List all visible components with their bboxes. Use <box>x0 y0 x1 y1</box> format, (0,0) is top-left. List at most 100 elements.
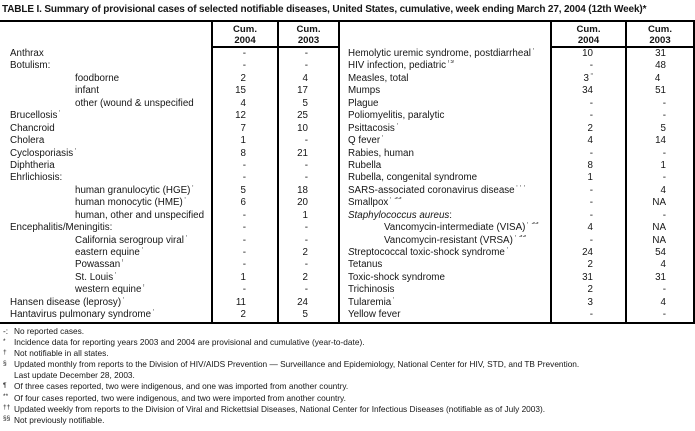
cum-2003-value: 25 <box>277 110 340 123</box>
disease-label: Ehrlichiosis: <box>10 172 63 184</box>
cum-2004-value: 24 <box>550 247 625 260</box>
disease-label: Hansen disease (leprosy)† <box>10 296 125 308</box>
disease-label: Diphtheria <box>10 159 55 171</box>
header-cum-label: Cum. <box>296 24 321 35</box>
cum-2003-value: - <box>625 110 695 123</box>
cum-2004-value: - <box>211 259 277 272</box>
disease-label: HIV infection, pediatric†§ <box>348 60 454 72</box>
disease-label: Smallpox† §§ <box>348 197 402 209</box>
table-header-right: Cum. 2004 Cum. 2003 <box>340 22 695 48</box>
cum-2003-value: 5 <box>277 97 340 111</box>
header-cum-2003: Cum. 2003 <box>625 22 695 48</box>
table-row: Q fever† 414 <box>340 135 695 148</box>
table-header-left: Cum. 2004 Cum. 2003 <box>0 22 340 48</box>
cum-2004-value: 3 <box>550 296 625 310</box>
cum-2004-value: - <box>550 60 625 73</box>
cum-2004-value: 8 <box>211 147 277 160</box>
table-row: Staphylococcus aureus: - - <box>340 209 695 223</box>
table-row: Plague - - <box>340 97 695 111</box>
table-row: Powassan† -- <box>0 259 340 272</box>
cum-2003-value: 18 <box>277 184 340 198</box>
table-row: Botulism: - - <box>0 60 340 73</box>
table-row: infant 15 17 <box>0 85 340 98</box>
footnote-text: No reported cases. <box>14 326 85 336</box>
table-row: SARS-associated coronavirus disease††† -4 <box>340 184 695 198</box>
table-row: other (wound & unspecified 4 5 <box>0 97 340 111</box>
table-row: Cholera 1- <box>0 135 340 148</box>
footnote-line: * Incidence data for reporting years 2003… <box>2 337 694 348</box>
table-row: western equine† -- <box>0 284 340 297</box>
cum-2003-value: 4 <box>277 72 340 86</box>
cum-2004-value: - <box>211 247 277 260</box>
table-row: St. Louis† 12 <box>0 271 340 285</box>
footnote-line: § Updated monthly from reports to the Div… <box>2 359 694 370</box>
disease-label: Vancomycin-intermediate (VISA)† §§ <box>384 222 539 234</box>
cum-2004-value: - <box>550 97 625 111</box>
cum-2003-value: NA <box>625 222 695 235</box>
cum-2004-value: 11 <box>211 296 277 310</box>
cum-2004-value: - <box>211 172 277 185</box>
table-row: Hemolytic uremic syndrome, postdiarrheal… <box>340 48 695 61</box>
disease-label: St. Louis† <box>75 271 117 283</box>
cum-2003-value: 24 <box>277 296 340 310</box>
disease-label: Yellow fever <box>348 309 401 321</box>
page-title: TABLE I. Summary of provisional cases of… <box>2 4 647 15</box>
cum-2003-value: 14 <box>625 135 695 148</box>
footnote-marker: -: <box>3 326 9 336</box>
cum-2004-value: - <box>550 110 625 123</box>
disease-label: Trichinosis <box>348 284 395 296</box>
cum-2003-value: 4 <box>625 296 695 310</box>
disease-label: Vancomycin-resistant (VRSA)† §§ <box>384 234 526 246</box>
footnote-line: †† Updated weekly from reports to the Div… <box>2 404 694 415</box>
table-row: HIV infection, pediatric†§ -48 <box>340 60 695 73</box>
cum-2004-value: 2 <box>211 309 277 322</box>
table-right-half: Cum. 2004 Cum. 2003 Hemolytic uremic syn… <box>340 22 695 322</box>
table-left-half: Cum. 2004 Cum. 2003 Anthrax - - Botulism: - -… <box>0 22 340 322</box>
disease-label: Streptococcal toxic-shock syndrome† <box>348 247 509 258</box>
cum-2003-value: 51 <box>625 85 695 98</box>
table-row: Hantavirus pulmonary syndrome† 25 <box>0 309 340 322</box>
footnote-marker: § <box>3 359 7 367</box>
footnotes: -: No reported cases. * Incidence data for … <box>2 326 694 426</box>
cum-2004-value: 2 <box>211 72 277 86</box>
footnote-text: Of three cases reported, two were indige… <box>14 381 349 392</box>
disease-label: human, other and unspecified <box>75 209 205 221</box>
table-row: Rubella 8 1 <box>340 159 695 173</box>
cum-2003-value: 20 <box>277 197 340 210</box>
table-row: Encephalitis/Meningitis: - - <box>0 222 340 235</box>
header-cum-label: Cum. <box>648 24 672 35</box>
cum-2004-value: 4 <box>550 135 625 148</box>
disease-label: Botulism: <box>10 60 51 72</box>
cum-2003-value: - <box>277 284 340 297</box>
table-row: eastern equine† -2 <box>0 247 340 260</box>
footnote-marker: ** <box>3 393 9 401</box>
footnote-marker: §§ <box>3 415 11 423</box>
table-row: Chancroid 7 10 <box>0 122 340 136</box>
footnote-text: Incidence data for reporting years 2003 … <box>14 337 365 348</box>
disease-label: human granulocytic (HGE)† <box>75 184 195 196</box>
disease-label: other (wound & unspecified <box>75 97 194 109</box>
cum-2004-value: 1 <box>550 172 625 185</box>
cum-2004-value: 2 <box>550 122 625 136</box>
footnote-line: † Not notifiable in all states. <box>2 348 694 359</box>
footnote-line: ¶ Of three cases reported, two were indig… <box>2 381 694 392</box>
cum-2004-value: 7 <box>211 122 277 136</box>
cum-2003-value: 1 <box>625 159 695 173</box>
cum-2004-value: 4 <box>550 222 625 235</box>
cum-2004-value: 1 <box>211 271 277 285</box>
cum-2004-value: 10 <box>550 48 625 61</box>
disease-label: SARS-associated coronavirus disease††† <box>348 184 526 196</box>
cum-2004-value: 31 <box>550 271 625 285</box>
footnote-marker: * <box>3 337 6 345</box>
cum-2004-value: 8 <box>550 159 625 173</box>
table-row: Anthrax - - <box>0 48 340 61</box>
table-row: human granulocytic (HGE)† 518 <box>0 184 340 198</box>
footnote-marker: ¶ <box>3 381 7 389</box>
cum-2003-value: - <box>625 209 695 223</box>
table-body-left: Anthrax - - Botulism: - - foodborne 2 4 infant 15 1… <box>0 48 340 322</box>
footnote-line: -: No reported cases. <box>2 326 694 337</box>
cum-2004-value: - <box>211 209 277 223</box>
